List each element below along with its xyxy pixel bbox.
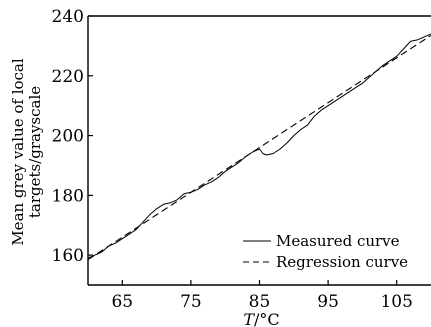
x-tick-label: 85 xyxy=(249,292,271,312)
y-tick-label: 220 xyxy=(52,67,84,87)
legend: Measured curve Regression curve xyxy=(243,232,408,271)
y-tick-label: 160 xyxy=(52,246,84,266)
axis-labels: Mean grey value of local targets/graysca… xyxy=(9,58,280,327)
x-tick-label: 75 xyxy=(180,292,202,312)
x-axis-label-unit: /°C xyxy=(254,310,280,327)
axes-layer: 65 75 85 95 105 160 180 200 220 240 xyxy=(52,7,431,312)
x-tick-label: 95 xyxy=(317,292,339,312)
regression-curve-line xyxy=(87,34,431,261)
x-tick-label: 65 xyxy=(111,292,133,312)
x-axis-label: T/°C xyxy=(243,310,279,327)
measured-curve-line xyxy=(87,33,431,259)
legend-label-measured: Measured curve xyxy=(276,232,400,250)
y-tick-label: 180 xyxy=(52,186,84,206)
x-axis-label-variable: T xyxy=(243,310,255,327)
y-tick-label: 240 xyxy=(52,7,84,27)
legend-label-regression: Regression curve xyxy=(276,253,408,271)
y-tick-label: 200 xyxy=(52,127,84,147)
y-axis-label-line-1: Mean grey value of local xyxy=(9,58,27,246)
series-layer xyxy=(87,33,431,261)
x-tick-label: 105 xyxy=(380,292,412,312)
y-axis-label-line-2: targets/grayscale xyxy=(26,86,44,218)
